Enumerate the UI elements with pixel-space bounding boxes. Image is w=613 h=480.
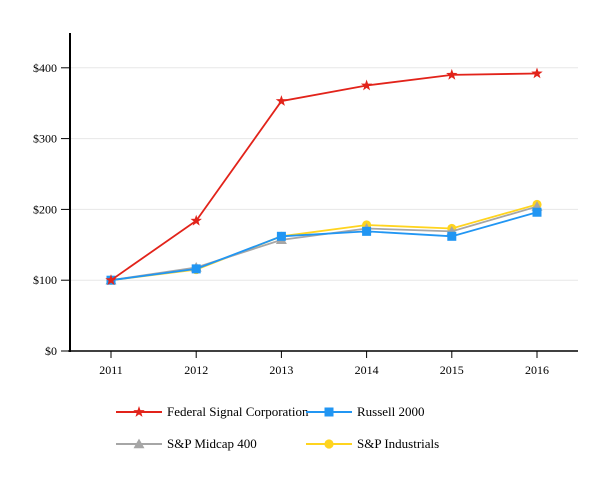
svg-text:2016: 2016 [525,363,549,377]
svg-text:$400: $400 [33,61,57,75]
legend-label-sp-industrials: S&P Industrials [357,436,440,451]
svg-text:$200: $200 [33,202,57,216]
svg-text:$0: $0 [45,344,57,358]
legend-item-russell-2000: Russell 2000 [306,404,546,420]
legend-label-sp-midcap-400: S&P Midcap 400 [167,436,257,451]
svg-text:2014: 2014 [355,363,379,377]
star-marker-icon [116,406,162,417]
svg-text:2015: 2015 [440,363,464,377]
square-marker-icon [306,407,352,417]
svg-text:2013: 2013 [269,363,293,377]
legend-item-sp-midcap-400: S&P Midcap 400 [116,436,306,452]
performance-line-chart: $0 $100 $200 $300 $400 2011 2012 2013 2014 2015 20… [33,33,578,377]
legend-item-sp-industrials: S&P Industrials [306,436,546,452]
legend-label-federal-signal-corporation: Federal Signal Corporation [167,404,309,419]
svg-text:$300: $300 [33,132,57,146]
triangle-marker-icon [116,438,162,449]
legend: Federal Signal Corporation Russell 2000 … [116,404,546,452]
legend-label-russell-2000: Russell 2000 [357,404,425,419]
circle-marker-icon [306,439,352,449]
svg-text:$100: $100 [33,273,57,287]
svg-text:2012: 2012 [184,363,208,377]
svg-text:2011: 2011 [99,363,123,377]
legend-item-federal-signal-corporation: Federal Signal Corporation [116,404,309,420]
